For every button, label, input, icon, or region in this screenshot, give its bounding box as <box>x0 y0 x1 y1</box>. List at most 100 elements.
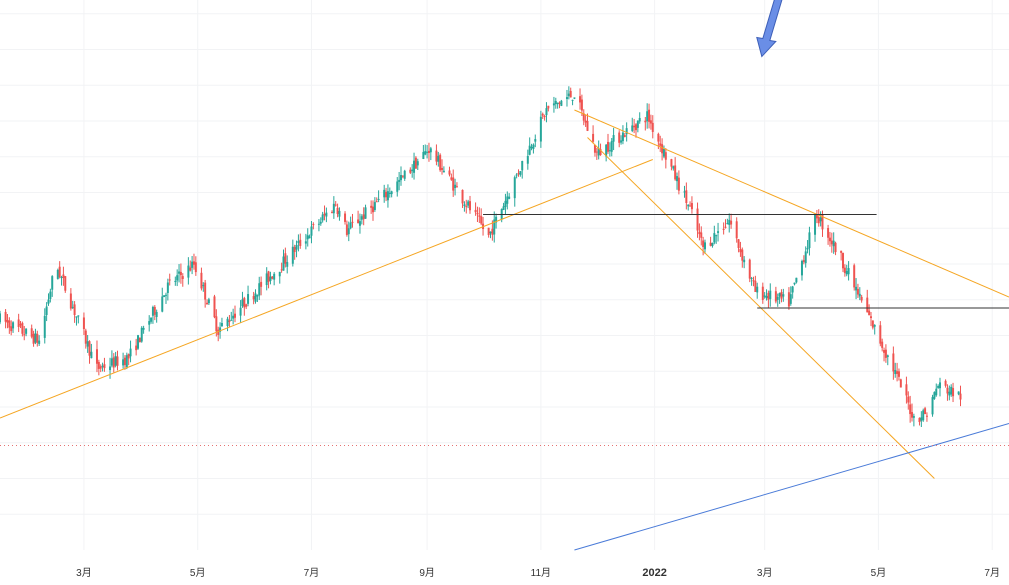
candle-body <box>959 393 962 400</box>
candle-body <box>463 204 466 206</box>
candle-body <box>110 358 113 366</box>
candle-body <box>489 231 492 234</box>
candle-body <box>178 271 181 274</box>
candle-body <box>187 265 190 278</box>
candle-body <box>258 283 261 296</box>
candle-body <box>416 161 419 166</box>
candle-body <box>299 239 302 246</box>
candle-body <box>605 144 608 157</box>
candle-body <box>325 212 328 217</box>
candle-body <box>137 335 140 349</box>
candle-body <box>883 350 886 353</box>
candle-body <box>690 203 693 210</box>
candle-body <box>192 261 195 265</box>
candle-body <box>377 198 380 200</box>
candle-body <box>364 207 367 219</box>
candle-body <box>920 417 923 421</box>
candle-body <box>761 286 764 300</box>
candle-body <box>547 105 550 109</box>
candle-body <box>0 313 1 323</box>
candle-body <box>373 202 376 210</box>
candle-body <box>741 249 744 261</box>
candle-body <box>189 267 192 271</box>
candle-body <box>398 179 401 182</box>
candle-body <box>787 292 790 307</box>
candle-body <box>429 148 432 153</box>
candle-body <box>726 223 729 225</box>
candle-body <box>502 206 505 210</box>
candle-body <box>780 292 783 299</box>
candle-body <box>336 207 339 214</box>
candle-body <box>513 177 516 199</box>
x-tick-label: 5月 <box>190 567 206 579</box>
candle-body <box>370 205 373 208</box>
candle-body <box>476 213 479 215</box>
candle-body <box>84 330 87 344</box>
candle-body <box>661 144 664 154</box>
candle-body <box>164 294 167 296</box>
candle-body <box>155 311 158 317</box>
candle-body <box>814 214 817 235</box>
candle-body <box>625 128 628 135</box>
candle-body <box>127 354 130 359</box>
candle-body <box>802 260 805 262</box>
candle-body <box>478 215 481 217</box>
candle-body <box>922 410 925 421</box>
candle-body <box>375 201 378 203</box>
candle-body <box>385 191 388 198</box>
candle-body <box>344 213 347 222</box>
candle-body <box>88 341 91 356</box>
candle-body <box>543 115 546 118</box>
candle-body <box>700 232 703 238</box>
candle-body <box>664 152 667 160</box>
candle-body <box>657 133 660 142</box>
candle-body <box>907 396 910 403</box>
candle-body <box>437 155 440 162</box>
candle-body <box>247 294 250 304</box>
candle-body <box>56 269 59 279</box>
candle-body <box>332 203 335 214</box>
candle-body <box>10 326 13 332</box>
x-tick-label: 7月 <box>984 567 1000 579</box>
candle-body <box>651 122 654 132</box>
candle-body <box>935 388 938 396</box>
candle-body <box>452 177 455 191</box>
candle-body <box>644 120 647 123</box>
candle-body <box>30 328 33 337</box>
candle-body <box>273 273 276 280</box>
candle-body <box>845 271 848 275</box>
candle-body <box>138 337 141 343</box>
candle-body <box>23 334 26 336</box>
candle-body <box>828 237 831 242</box>
candle-body <box>754 280 757 292</box>
x-tick-label: 5月 <box>871 567 887 579</box>
x-tick-label: 3月 <box>76 567 92 579</box>
candle-body <box>161 296 164 312</box>
candle-body <box>401 175 404 177</box>
candle-body <box>347 228 350 235</box>
candle-body <box>648 109 651 122</box>
candle-body <box>789 294 792 304</box>
candle-body <box>804 251 807 264</box>
candle-body <box>220 323 223 327</box>
candle-body <box>842 252 845 269</box>
candle-body <box>101 365 104 367</box>
candle-body <box>73 304 76 315</box>
candle-body <box>728 219 731 225</box>
candle-body <box>881 341 884 348</box>
candle-body <box>95 349 98 364</box>
candle-body <box>677 177 680 191</box>
candle-body <box>99 366 102 369</box>
candle-body <box>254 293 257 302</box>
grid <box>0 0 1009 550</box>
candle-body <box>345 224 348 235</box>
candle-body <box>351 221 354 223</box>
candle-body <box>217 329 220 335</box>
candle-body <box>312 224 315 226</box>
candle-body <box>554 100 557 105</box>
candle-body <box>586 121 589 131</box>
candle-body <box>317 223 320 225</box>
candle-body <box>51 276 54 290</box>
candle-body <box>571 99 574 101</box>
candle-body <box>468 201 471 211</box>
